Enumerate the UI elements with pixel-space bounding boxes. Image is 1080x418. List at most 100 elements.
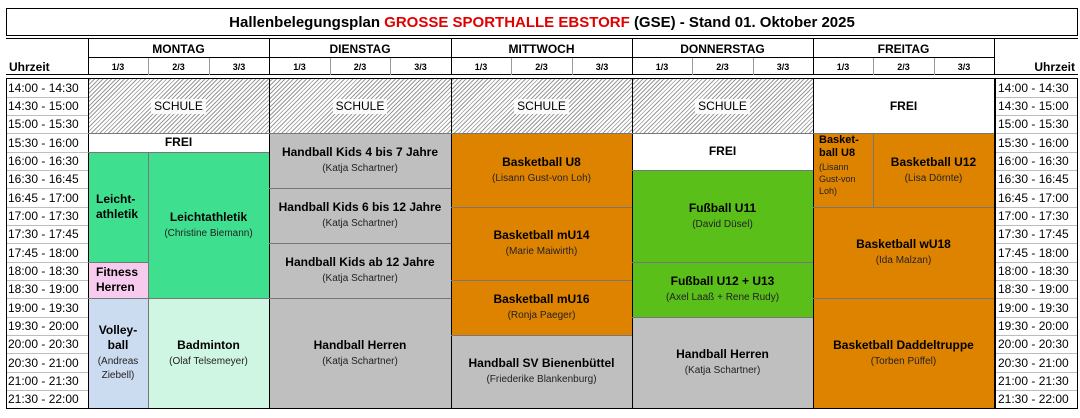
block-label: Basketball mU16 [493,292,590,306]
block-label: Leichtathletik [169,209,248,224]
block-do-fussball-u11: Fußball U11 (David Düsel) [632,170,813,262]
block-trainer: (Lisann Gust-von Loh) [819,162,856,196]
block-label: Handball Herren [676,347,769,361]
header-frame [6,38,1078,75]
day-header-dienstag: DIENSTAG [269,40,451,57]
block-trainer: (Lisa Dörnte) [904,172,963,184]
time-cell: 18:30 - 19:00 [6,280,88,298]
block-label: Volley- ball [98,323,138,352]
time-cell: 21:00 - 21:30 [6,372,88,390]
block-trainer: (David Düsel) [692,218,753,230]
time-cell: 16:45 - 17:00 [6,188,88,207]
block-trainer: (Christine Biemann) [164,227,253,239]
title-suffix: (GSE) - Stand 01. Oktober 2025 [633,13,855,31]
time-cell: 14:00 - 14:30 [996,79,1078,97]
time-cell: 17:45 - 18:00 [6,243,88,262]
block-di-handball-kids-ab-12: Handball Kids ab 12 Jahre (Katja Schartn… [269,243,451,298]
block-trainer: (Marie Maiwirth) [505,246,578,257]
time-cell: 20:30 - 21:00 [6,353,88,372]
third-header: 3/3 [572,59,632,74]
block-trainer: (Katja Schartner) [322,355,398,367]
third-header: 3/3 [390,59,451,74]
block-di-schule: SCHULE [269,79,451,133]
block-label: SCHULE [332,98,388,114]
third-header: 2/3 [511,59,572,74]
block-label: Basket- ball U8 [819,134,859,159]
time-cell: 18:00 - 18:30 [6,262,88,280]
block-trainer: (Andreas Ziebell) [97,356,139,381]
block-label: Handball Kids 4 bis 7 Jahre [281,145,439,159]
time-cell: 20:00 - 20:30 [6,335,88,353]
time-cell: 17:30 - 17:45 [6,225,88,243]
time-cell: 19:00 - 19:30 [6,298,88,317]
block-label: Fußball U11 [688,200,757,215]
third-header: 1/3 [88,59,148,74]
block-trainer: (Katja Schartner) [684,365,761,376]
third-header: 1/3 [813,59,873,74]
time-cell: 15:30 - 16:00 [6,133,88,152]
block-fr-basketball-u12: Basketball U12 (Lisa Dörnte) [873,133,994,207]
block-label: Basketball Daddeltruppe [833,337,974,352]
block-mi-basketball-mu14: Basketball mU14 (Marie Maiwirth) [451,207,632,280]
title-hall-name: GROSSE SPORTHALLE EBSTORF [384,13,630,31]
block-trainer: (Axel Laaß + Rene Rudy) [665,292,780,303]
third-header: 2/3 [692,59,753,74]
block-trainer: (Olaf Telsemeyer) [169,355,248,367]
time-cell: 16:00 - 16:30 [996,152,1078,170]
block-label: SCHULE [695,98,750,114]
block-fr-frei: FREI [813,79,994,133]
block-trainer: (Torben Püffel) [870,355,937,367]
time-cell: 16:00 - 16:30 [6,152,88,170]
block-label: FREI [164,135,193,149]
block-di-handball-herren: Handball Herren (Katja Schartner) [269,298,451,408]
third-header: 1/3 [269,59,330,74]
block-label: Fitness Herren [96,265,139,294]
block-trainer: (Ronja Paeger) [507,310,576,321]
time-cell: 15:30 - 16:00 [996,133,1078,152]
third-header: 1/3 [451,59,511,74]
time-header-right: Uhrzeit [1034,59,1075,74]
time-header-left: Uhrzeit [9,59,50,74]
block-trainer: (Katja Schartner) [322,163,398,174]
time-cell: 14:30 - 15:00 [6,97,88,115]
time-cell: 21:30 - 22:00 [6,390,88,408]
block-do-frei: FREI [632,133,813,170]
time-cell: 16:30 - 16:45 [996,170,1078,188]
block-fr-basketball-u8: Basket- ball U8 (Lisann Gust-von Loh) [813,133,873,207]
third-header: 3/3 [934,59,994,74]
block-trainer: (Lisann Gust-von Loh) [492,172,591,184]
block-label: Leicht- athletik [96,192,139,221]
block-mo-volleyball: Volley- ball (Andreas Ziebell) [88,298,148,408]
block-mi-handball-sv-bienenbuettel: Handball SV Bienenbüttel (Friederike Bla… [451,335,632,408]
time-cell: 16:45 - 17:00 [996,188,1078,207]
time-cell: 17:00 - 17:30 [996,207,1078,225]
time-cell: 14:30 - 15:00 [996,97,1078,115]
day-header-mittwoch: MITTWOCH [451,40,632,57]
block-mo-fitness: Fitness Herren [88,262,148,298]
block-di-handball-kids-4-7: Handball Kids 4 bis 7 Jahre (Katja Schar… [269,133,451,188]
block-do-schule: SCHULE [632,79,813,133]
third-header: 3/3 [753,59,813,74]
block-mi-basketball-u8: Basketball U8 (Lisann Gust-von Loh) [451,133,632,207]
block-label: Basketball mU14 [493,228,590,242]
third-header: 3/3 [209,59,269,74]
block-di-handball-kids-6-12: Handball Kids 6 bis 12 Jahre (Katja Scha… [269,188,451,243]
time-cell: 21:30 - 22:00 [996,390,1078,408]
block-trainer: (Ida Malzan) [875,255,932,266]
block-fr-basketball-wu18: Basketball wU18 (Ida Malzan) [813,207,994,298]
day-header-freitag: FREITAG [813,40,994,57]
block-do-fussball-u12-u13: Fußball U12 + U13 (Axel Laaß + Rene Rudy… [632,262,813,317]
block-trainer: (Katja Schartner) [322,218,398,229]
third-header: 2/3 [873,59,934,74]
sheet-title: Hallenbelegungsplan GROSSE SPORTHALLE EB… [6,8,1078,36]
time-cell: 18:00 - 18:30 [996,262,1078,280]
block-mo-frei: FREI [88,133,269,152]
time-cell: 17:30 - 17:45 [996,225,1078,243]
time-cell: 15:00 - 15:30 [996,115,1078,133]
third-header: 2/3 [330,59,390,74]
third-header: 2/3 [148,59,209,74]
block-label: Handball Kids 6 bis 12 Jahre [278,200,442,214]
title-prefix: Hallenbelegungsplan [229,13,380,31]
block-label: Handball Herren [313,337,407,352]
block-mi-schule: SCHULE [451,79,632,133]
